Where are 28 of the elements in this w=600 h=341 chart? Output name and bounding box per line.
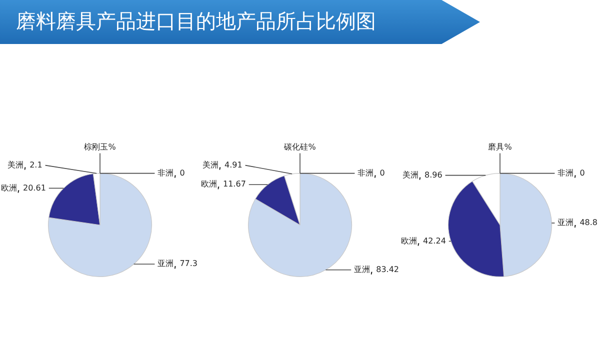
slice-label: 欧洲 [401, 236, 417, 246]
legend-label: 非洲 [558, 168, 574, 178]
data-label: 48.8 [580, 218, 598, 228]
data-label: 20.61 [23, 183, 46, 192]
slice-label: 欧洲 [201, 180, 217, 189]
chart-title: 碳化硅% [283, 142, 316, 152]
text: 0 [180, 168, 185, 178]
data-label: 2.1 [30, 160, 42, 170]
data-label: 83.42 [376, 264, 400, 274]
data-label: 42.24 [423, 236, 446, 246]
slice-label: 美洲 [202, 160, 218, 170]
chart-title: 棕刚玉% [84, 142, 116, 152]
slice-label: 欧洲 [1, 183, 17, 192]
legend-label: 非洲 [358, 168, 374, 178]
text: 磨料磨具产品进口目的地产品所占比例图 [16, 8, 376, 35]
slice-label: 亚洲 [354, 264, 370, 274]
slice-label: 美洲 [8, 160, 24, 170]
legend-label: 非洲 [158, 168, 174, 178]
text: 0 [580, 168, 585, 178]
text: 0 [380, 168, 385, 178]
slice-label: 亚洲 [558, 218, 574, 228]
slice-label: 美洲 [402, 170, 418, 180]
chart-title: 磨具% [488, 142, 512, 152]
data-label: 8.96 [424, 170, 442, 180]
data-label: 11.67 [223, 180, 246, 189]
data-label: 77.3 [180, 259, 198, 268]
data-label: 4.91 [224, 160, 242, 170]
slice-label: 亚洲 [158, 259, 174, 268]
